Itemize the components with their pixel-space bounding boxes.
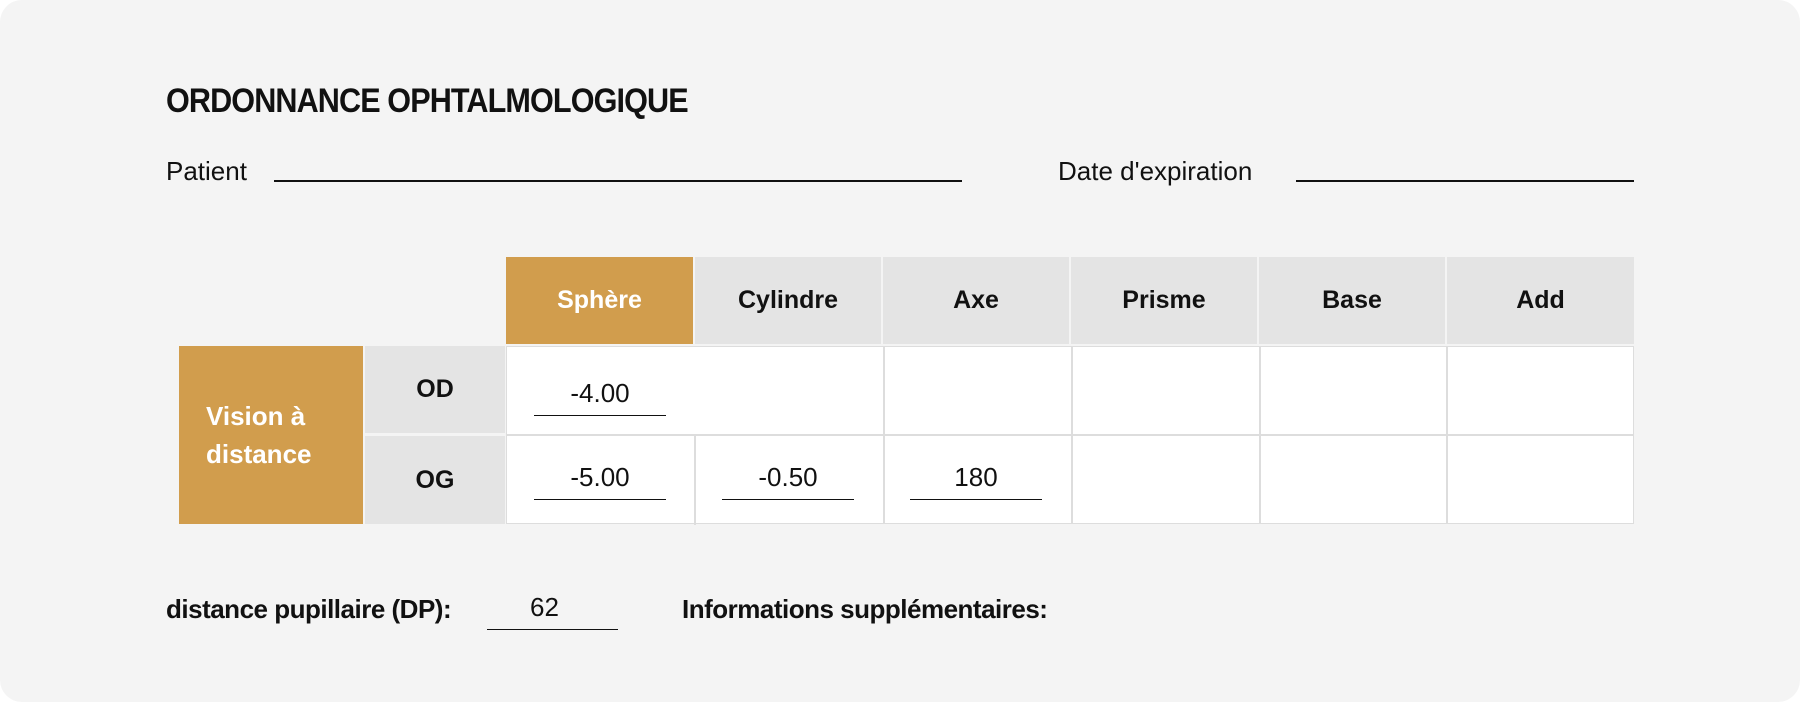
col-header-cylinder: Cylindre: [695, 257, 881, 344]
col-header-sphere: Sphère: [506, 257, 693, 344]
section-label-text: Vision à distance: [206, 401, 312, 469]
col-header-base: Base: [1259, 257, 1445, 344]
row-label-od: OD: [365, 346, 505, 433]
pd-label: distance pupillaire (DP):: [166, 594, 452, 624]
col-divider: [694, 435, 696, 525]
og-cylinder-field[interactable]: -0.50: [722, 462, 854, 500]
row-divider: [507, 434, 1633, 436]
col-divider: [1071, 347, 1073, 523]
col-divider: [883, 347, 885, 523]
section-label-distance-vision: Vision à distance: [179, 346, 363, 524]
col-divider: [1446, 347, 1448, 523]
values-grid: [506, 346, 1634, 525]
og-axis-field[interactable]: 180: [910, 462, 1042, 500]
page-title: ORDONNANCE OPHTALMOLOGIQUE: [166, 82, 689, 120]
additional-info-label: Informations supplémentaires:: [682, 594, 1048, 624]
row-label-og: OG: [365, 436, 505, 524]
col-header-prism: Prisme: [1071, 257, 1257, 344]
og-sphere-field[interactable]: -5.00: [534, 462, 666, 500]
expiry-field[interactable]: [1296, 180, 1634, 182]
od-sphere-field[interactable]: -4.00: [534, 378, 666, 416]
col-header-add: Add: [1447, 257, 1634, 344]
col-divider: [1259, 347, 1261, 523]
expiry-label: Date d'expiration: [1058, 156, 1253, 186]
pd-field[interactable]: 62: [487, 592, 618, 630]
patient-field[interactable]: [274, 180, 962, 182]
patient-label: Patient: [166, 156, 247, 186]
col-header-axis: Axe: [883, 257, 1069, 344]
